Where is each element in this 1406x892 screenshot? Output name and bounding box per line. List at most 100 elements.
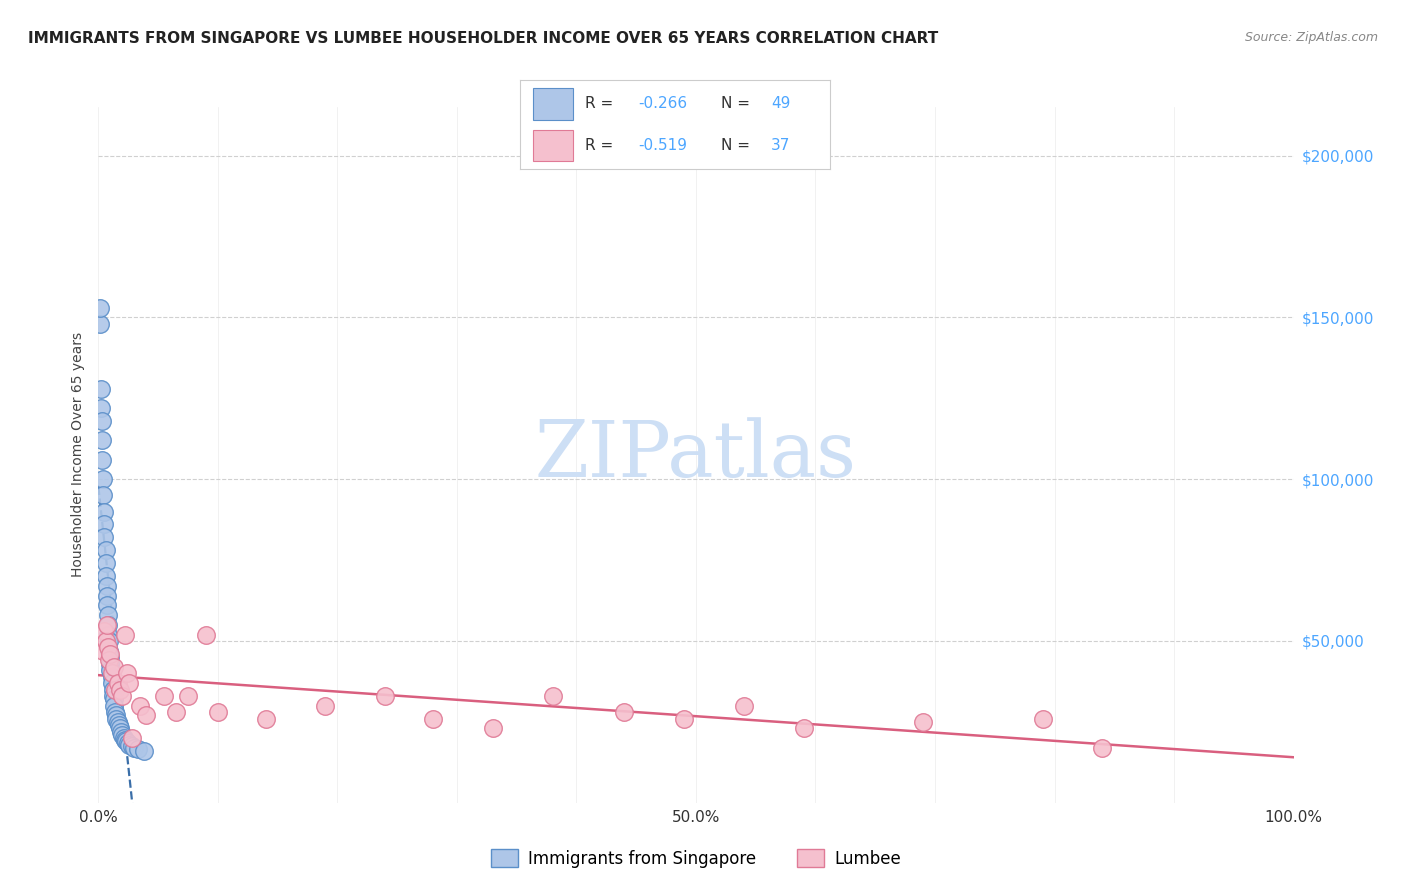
Text: ZIPatlas: ZIPatlas	[534, 417, 858, 492]
Point	[121, 739, 143, 754]
Bar	[533, 88, 572, 120]
Point	[94, 569, 117, 583]
Point	[374, 689, 396, 703]
Point	[129, 698, 152, 713]
Point	[98, 653, 121, 667]
Point	[90, 382, 112, 396]
Point	[118, 738, 141, 752]
Point	[98, 643, 121, 657]
Text: -0.266: -0.266	[638, 96, 688, 112]
Point	[98, 657, 122, 671]
Point	[733, 698, 755, 713]
Point	[111, 689, 134, 703]
Point	[108, 722, 131, 736]
Point	[613, 705, 636, 719]
Point	[1032, 712, 1054, 726]
Point	[481, 722, 505, 736]
Point	[1091, 740, 1114, 755]
Point	[91, 414, 114, 428]
Point	[96, 579, 118, 593]
Point	[165, 705, 187, 719]
Text: N =: N =	[721, 138, 755, 153]
Point	[135, 708, 157, 723]
Bar	[533, 130, 572, 161]
Point	[89, 317, 111, 331]
Point	[105, 708, 128, 723]
Point	[114, 732, 136, 747]
Point	[110, 724, 132, 739]
Text: Source: ZipAtlas.com: Source: ZipAtlas.com	[1244, 31, 1378, 45]
Point	[541, 689, 564, 703]
Point	[911, 714, 934, 729]
Point	[117, 736, 139, 750]
Point	[100, 676, 122, 690]
Point	[100, 670, 122, 684]
Point	[97, 627, 120, 641]
Point	[115, 734, 138, 748]
Point	[101, 689, 124, 703]
Point	[124, 740, 146, 755]
Point	[91, 488, 114, 502]
Point	[100, 666, 122, 681]
Point	[91, 452, 114, 467]
Point	[91, 643, 114, 657]
Point	[98, 647, 122, 661]
Text: R =: R =	[585, 138, 619, 153]
Point	[89, 301, 111, 315]
Text: N =: N =	[721, 96, 755, 112]
Legend: Immigrants from Singapore, Lumbee: Immigrants from Singapore, Lumbee	[484, 842, 908, 874]
Point	[103, 692, 125, 706]
Point	[107, 676, 129, 690]
Point	[90, 401, 112, 415]
Point	[793, 722, 815, 736]
Point	[127, 742, 149, 756]
Point	[177, 689, 200, 703]
Point	[93, 531, 115, 545]
Point	[96, 599, 118, 613]
Point	[107, 718, 129, 732]
Point	[104, 682, 127, 697]
Point	[207, 705, 229, 719]
Point	[91, 472, 114, 486]
Point	[105, 712, 128, 726]
Point	[112, 731, 135, 745]
Point	[115, 666, 138, 681]
Text: R =: R =	[585, 96, 619, 112]
Point	[101, 682, 124, 697]
Text: 49: 49	[770, 96, 790, 112]
Point	[98, 650, 122, 665]
Point	[108, 682, 131, 697]
Point	[153, 689, 176, 703]
Point	[93, 504, 115, 518]
Point	[254, 712, 277, 726]
Point	[97, 608, 120, 623]
Point	[97, 617, 120, 632]
Text: 37: 37	[770, 138, 790, 153]
Point	[96, 617, 118, 632]
Point	[93, 624, 115, 639]
Point	[132, 744, 155, 758]
Point	[98, 634, 121, 648]
Point	[107, 714, 129, 729]
Point	[118, 676, 141, 690]
Point	[94, 543, 117, 558]
Point	[315, 698, 337, 713]
Point	[94, 634, 117, 648]
Point	[103, 660, 125, 674]
Point	[121, 731, 143, 745]
Point	[93, 517, 115, 532]
Point	[111, 728, 134, 742]
Point	[673, 712, 696, 726]
Point	[97, 640, 120, 655]
Point	[114, 627, 136, 641]
Text: -0.519: -0.519	[638, 138, 686, 153]
Point	[422, 712, 444, 726]
Point	[94, 557, 117, 571]
Point	[104, 705, 127, 719]
Point	[98, 663, 122, 677]
Point	[103, 698, 125, 713]
Point	[96, 589, 118, 603]
Point	[194, 627, 218, 641]
Y-axis label: Householder Income Over 65 years: Householder Income Over 65 years	[72, 333, 86, 577]
Text: IMMIGRANTS FROM SINGAPORE VS LUMBEE HOUSEHOLDER INCOME OVER 65 YEARS CORRELATION: IMMIGRANTS FROM SINGAPORE VS LUMBEE HOUS…	[28, 31, 938, 46]
